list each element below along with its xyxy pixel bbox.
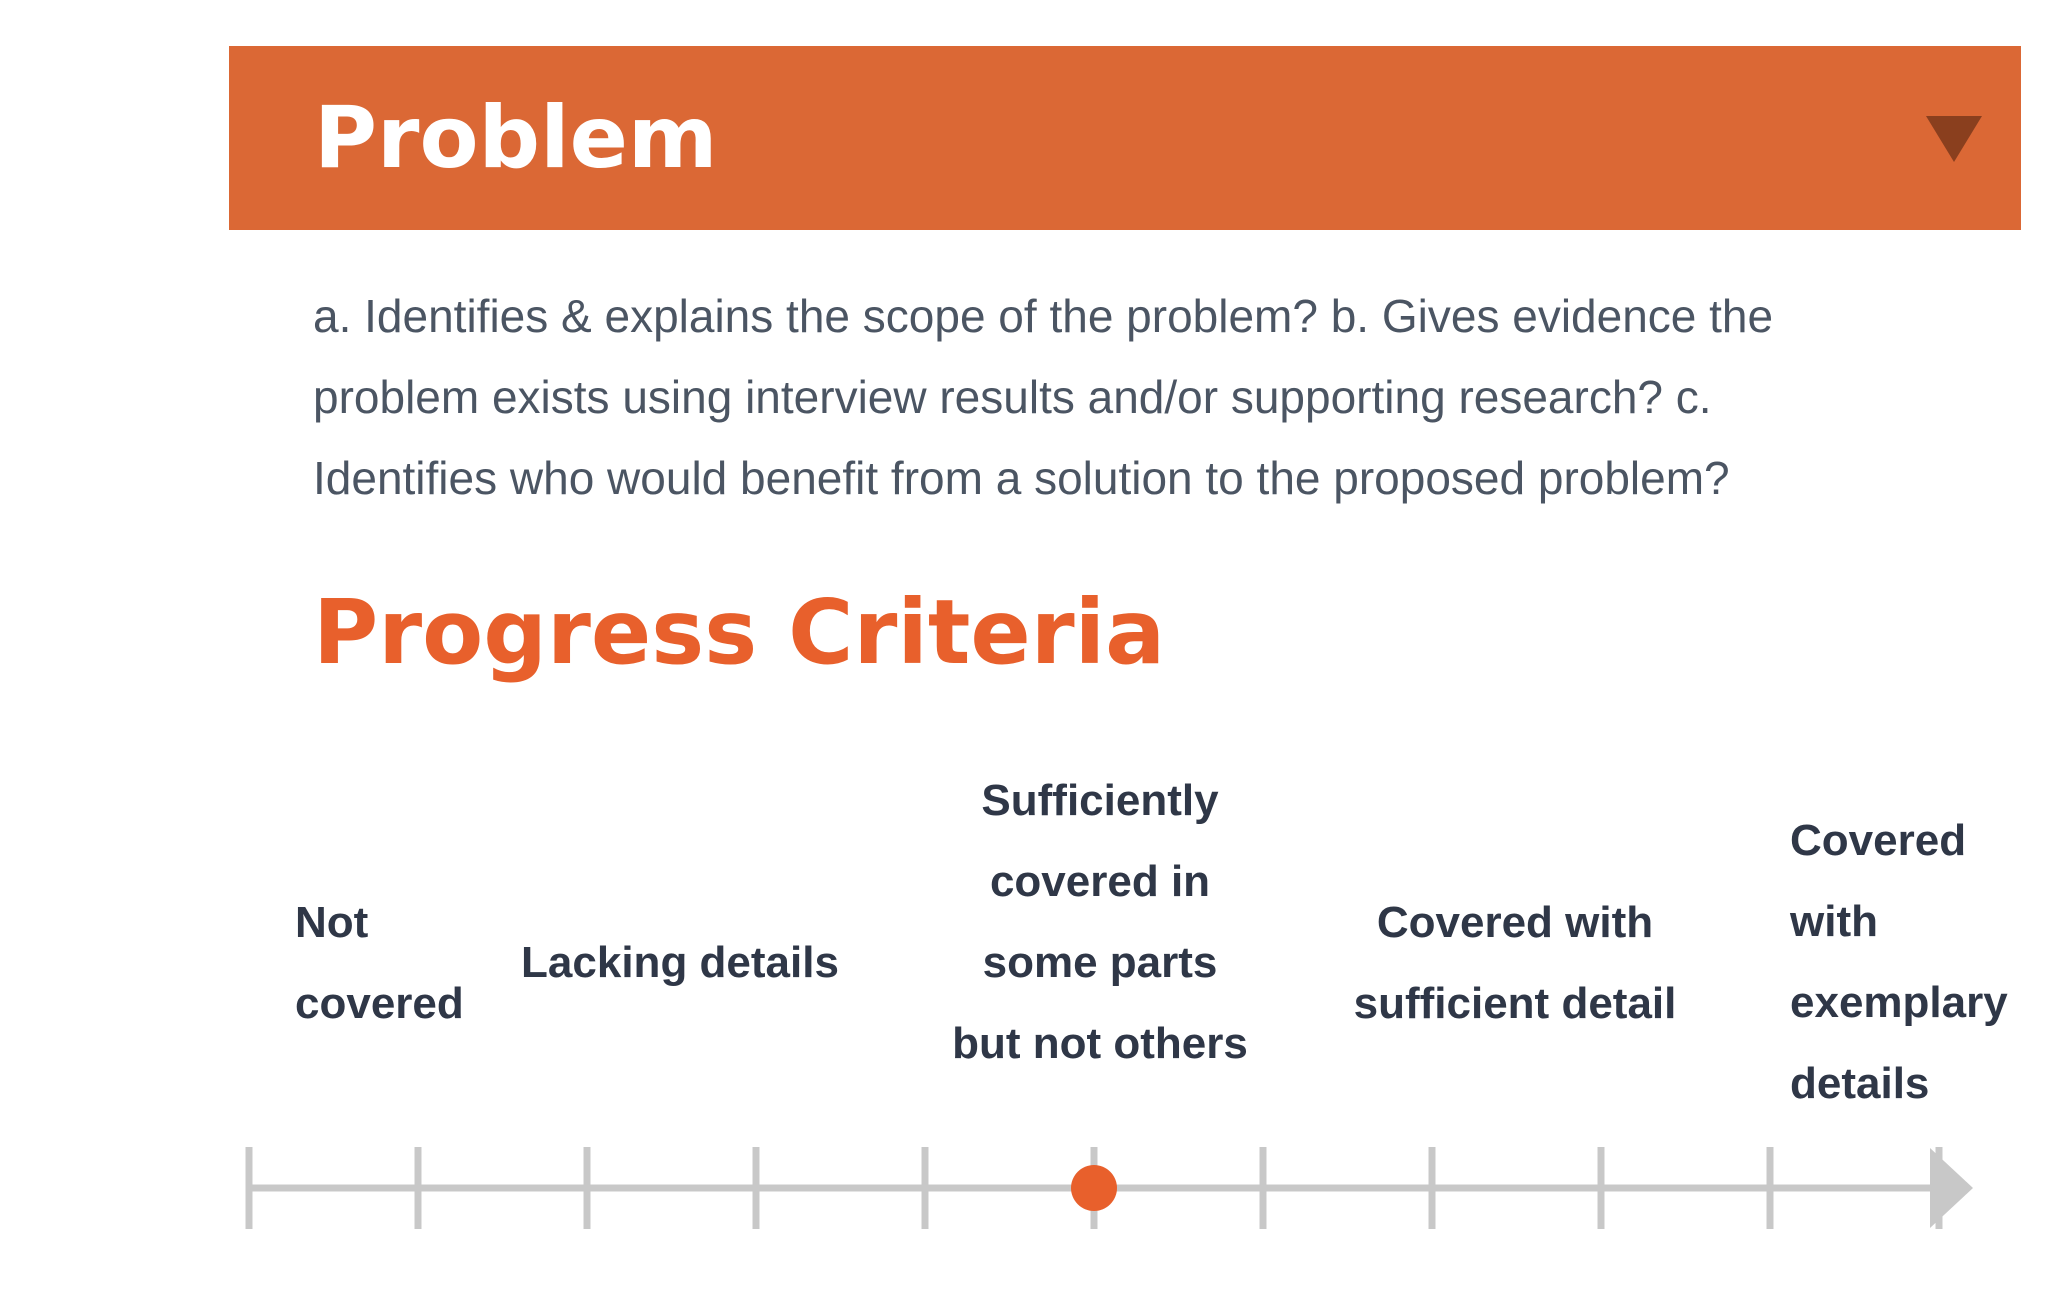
slider-ticks: [245, 1147, 1943, 1229]
level-label-lacking-details: Lacking details: [521, 938, 839, 987]
level-label-sufficiently-covered: Sufficiently covered in some parts but n…: [952, 776, 1248, 1068]
section-header-problem[interactable]: Problem: [229, 46, 2021, 230]
slider-arrow-icon: [1930, 1148, 1973, 1228]
slider-thumb[interactable]: [1071, 1165, 1117, 1211]
progress-criteria-title: Progress Criteria: [313, 580, 1166, 684]
level-label-not-covered: Not covered: [295, 898, 464, 1028]
level-label-covered-exemplary: Covered with exemplary details: [1790, 816, 2008, 1108]
level-label-covered-sufficient: Covered with sufficient detail: [1353, 898, 1677, 1028]
section-title: Problem: [314, 88, 718, 188]
caret-down-icon[interactable]: [1926, 116, 1982, 162]
problem-description: a. Identifies & explains the scope of th…: [313, 290, 1774, 504]
